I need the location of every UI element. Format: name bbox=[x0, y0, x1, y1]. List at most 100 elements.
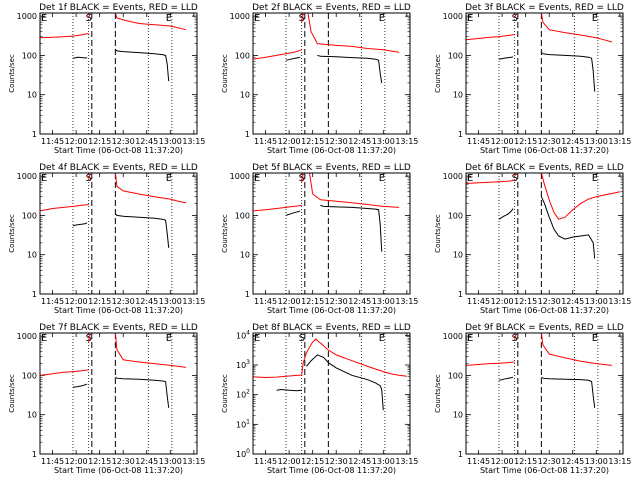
x-tick-label: 12:00 bbox=[491, 457, 514, 466]
y-tick-label: 103 bbox=[236, 359, 250, 370]
y-axis-label: Counts/sec bbox=[221, 374, 229, 413]
x-tick-label: 12:00 bbox=[491, 137, 514, 146]
lld-series-line bbox=[540, 332, 613, 366]
y-axis-label: Counts/sec bbox=[8, 374, 16, 413]
chart-title: Det 5f BLACK = Events, RED = LLD bbox=[252, 163, 411, 173]
left-edge-marker: E bbox=[467, 333, 473, 344]
chart-title: Det 4f BLACK = Events, RED = LLD bbox=[39, 163, 198, 173]
x-tick-label: 13:15 bbox=[182, 457, 205, 466]
end-marker: E bbox=[166, 333, 172, 344]
y-tick-label: 104 bbox=[236, 329, 250, 340]
y-tick-label: 1000 bbox=[443, 172, 463, 181]
y-tick-label: 1 bbox=[458, 450, 463, 459]
chart-title: Det 9f BLACK = Events, RED = LLD bbox=[465, 323, 624, 333]
y-tick-label: 10 bbox=[240, 91, 250, 100]
plot-frame bbox=[465, 332, 624, 455]
events-series-line bbox=[540, 196, 596, 259]
chart-panel-3: Det 3f BLACK = Events, RED = LLD Counts/s… bbox=[434, 3, 631, 155]
plot-frame bbox=[465, 172, 624, 295]
x-tick-label: 12:30 bbox=[538, 137, 561, 146]
left-edge-marker: E bbox=[467, 173, 473, 184]
x-tick-label: 12:15 bbox=[301, 297, 324, 306]
end-marker: E bbox=[592, 173, 598, 184]
x-tick-label: 12:00 bbox=[65, 137, 88, 146]
y-tick-label: 1000 bbox=[443, 332, 463, 341]
chart-panel-5: Det 5f BLACK = Events, RED = LLD Counts/s… bbox=[221, 163, 418, 315]
x-tick-label: 12:45 bbox=[135, 297, 158, 306]
y-axis-label: Counts/sec bbox=[8, 54, 16, 93]
lld-series-line bbox=[465, 361, 515, 366]
lld-series-line bbox=[309, 172, 400, 208]
x-axis-label: Start Time (06-Oct-08 11:37:20) bbox=[267, 306, 396, 315]
events-series-line bbox=[541, 376, 596, 408]
x-tick-label: 13:15 bbox=[608, 457, 631, 466]
events-series-line bbox=[115, 213, 170, 248]
lld-series-line bbox=[114, 332, 187, 368]
events-series-line bbox=[115, 49, 170, 82]
y-tick-label: 1 bbox=[245, 130, 250, 139]
x-tick-label: 12:45 bbox=[348, 297, 371, 306]
y-tick-label: 102 bbox=[236, 389, 250, 400]
x-tick-label: 11:45 bbox=[254, 297, 277, 306]
lld-series-line bbox=[252, 204, 302, 212]
lld-series-line bbox=[252, 338, 407, 379]
left-edge-marker: E bbox=[467, 13, 473, 24]
x-tick-label: 12:15 bbox=[88, 137, 111, 146]
start-marker: S bbox=[86, 13, 92, 24]
lld-series-line bbox=[114, 172, 187, 204]
y-tick-label: 10 bbox=[27, 251, 37, 260]
events-series-line bbox=[306, 354, 384, 411]
y-tick-label: 1 bbox=[32, 290, 37, 299]
x-axis-label: Start Time (06-Oct-08 11:37:20) bbox=[54, 306, 183, 315]
x-tick-label: 12:45 bbox=[561, 297, 584, 306]
end-marker: E bbox=[592, 333, 598, 344]
y-tick-label: 100 bbox=[22, 51, 37, 60]
chart-title: Det 2f BLACK = Events, RED = LLD bbox=[252, 3, 411, 13]
chart-panel-1: Det 1f BLACK = Events, RED = LLD Counts/s… bbox=[8, 3, 205, 155]
left-edge-marker: E bbox=[41, 13, 47, 24]
events-series-line bbox=[115, 376, 170, 408]
events-series-line bbox=[72, 383, 88, 388]
plot-frame bbox=[39, 172, 198, 295]
chart-title: Det 1f BLACK = Events, RED = LLD bbox=[39, 3, 198, 13]
x-tick-label: 12:00 bbox=[65, 297, 88, 306]
y-axis-label: Counts/sec bbox=[434, 374, 442, 413]
x-tick-label: 13:00 bbox=[372, 297, 395, 306]
left-edge-marker: E bbox=[254, 173, 260, 184]
lld-series-line bbox=[39, 33, 89, 39]
end-marker: E bbox=[379, 13, 385, 24]
x-axis-label: Start Time (06-Oct-08 11:37:20) bbox=[267, 146, 396, 155]
lld-series-line bbox=[540, 12, 613, 43]
x-axis-label: Start Time (06-Oct-08 11:37:20) bbox=[480, 306, 609, 315]
x-tick-label: 12:15 bbox=[301, 457, 324, 466]
chart-title: Det 8f BLACK = Events, RED = LLD bbox=[252, 323, 411, 333]
y-tick-label: 1000 bbox=[17, 172, 37, 181]
x-tick-label: 12:30 bbox=[538, 297, 561, 306]
y-tick-label: 100 bbox=[448, 211, 463, 220]
y-tick-label: 1 bbox=[458, 130, 463, 139]
x-tick-label: 12:00 bbox=[278, 457, 301, 466]
plot-frame bbox=[252, 172, 411, 295]
x-tick-label: 13:00 bbox=[372, 457, 395, 466]
x-axis-label: Start Time (06-Oct-08 11:37:20) bbox=[480, 466, 609, 475]
x-tick-label: 12:30 bbox=[112, 137, 135, 146]
left-edge-marker: E bbox=[254, 13, 260, 24]
lld-series-line bbox=[540, 172, 621, 220]
x-tick-label: 12:30 bbox=[325, 297, 348, 306]
lld-series-line bbox=[39, 369, 89, 376]
end-marker: E bbox=[379, 173, 385, 184]
y-tick-label: 100 bbox=[236, 448, 250, 459]
x-tick-label: 13:00 bbox=[159, 457, 182, 466]
x-tick-label: 12:30 bbox=[112, 457, 135, 466]
lld-series-line bbox=[252, 49, 302, 60]
events-series-line bbox=[541, 51, 596, 92]
y-tick-label: 1000 bbox=[443, 12, 463, 21]
plot-frame bbox=[39, 332, 198, 455]
y-axis-label: Counts/sec bbox=[221, 214, 229, 253]
x-tick-label: 12:45 bbox=[135, 457, 158, 466]
y-axis-label: Counts/sec bbox=[434, 54, 442, 93]
events-series-line bbox=[498, 208, 514, 220]
x-tick-label: 12:00 bbox=[65, 457, 88, 466]
events-series-line bbox=[72, 56, 88, 59]
end-marker: E bbox=[592, 13, 598, 24]
